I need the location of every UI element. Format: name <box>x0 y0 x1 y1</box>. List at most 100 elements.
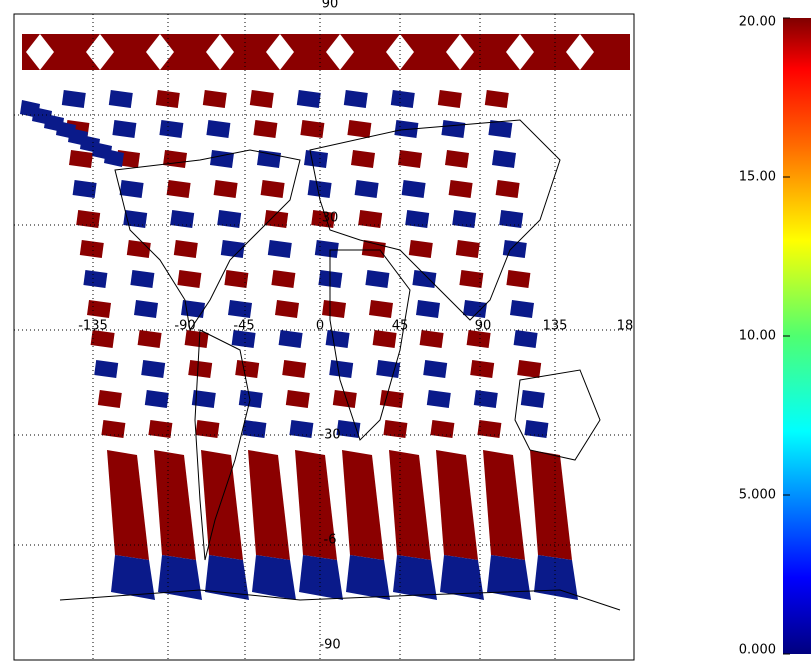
swath-tail <box>530 450 572 560</box>
swath-block <box>144 390 169 408</box>
swath-block <box>300 120 325 138</box>
swath-block <box>369 300 393 318</box>
swath-block <box>492 150 516 168</box>
swath-pole <box>111 555 155 600</box>
swath-block <box>285 390 310 408</box>
swath-block <box>488 120 513 138</box>
swath-block <box>408 240 433 258</box>
swath-block <box>437 90 462 108</box>
swath-block <box>79 240 104 258</box>
lon-label: -45 <box>233 319 254 334</box>
swath-pole <box>158 555 202 600</box>
swath-block <box>495 180 520 198</box>
swath-block <box>220 240 245 258</box>
swath-block <box>343 90 368 108</box>
swath-block <box>430 420 455 438</box>
swath-block <box>69 150 93 168</box>
swath-block <box>314 240 339 258</box>
swath-block <box>401 180 426 198</box>
gap <box>326 34 354 70</box>
swath-block <box>332 390 357 408</box>
swath-block <box>213 180 238 198</box>
swath-block <box>390 90 415 108</box>
colorbar-tick-label: 15.00 <box>739 170 776 185</box>
swath-block <box>347 120 372 138</box>
swath-block <box>94 360 119 378</box>
swath-tail <box>389 450 431 560</box>
swath-block <box>372 330 397 348</box>
gap <box>266 34 294 70</box>
swath-block <box>289 420 314 438</box>
top-label: 90 <box>322 0 339 12</box>
gap <box>566 34 594 70</box>
lat-label: -30 <box>319 428 340 443</box>
swath-block <box>76 210 101 228</box>
swath-block <box>72 180 97 198</box>
swath-block <box>126 240 151 258</box>
lon-label: 0 <box>316 319 324 334</box>
swath-block <box>307 180 332 198</box>
lat-label: 30 <box>322 211 339 226</box>
swath-block <box>470 360 495 378</box>
swath-block <box>463 300 487 318</box>
swath-block <box>329 360 354 378</box>
swath-block <box>296 90 321 108</box>
swath-block <box>322 300 346 318</box>
swath-block <box>173 240 198 258</box>
swath-block <box>235 360 260 378</box>
swath-block <box>104 149 124 167</box>
lon-label: 135 <box>543 319 568 334</box>
swath-block <box>163 150 187 168</box>
swath-block <box>282 360 307 378</box>
swath-block <box>361 240 386 258</box>
swath-block <box>242 420 267 438</box>
swath-block <box>466 330 491 348</box>
swath-tail <box>248 450 290 560</box>
swath-block <box>184 330 209 348</box>
swath-block <box>419 330 444 348</box>
swath-block <box>484 90 509 108</box>
map-frame <box>13 13 635 661</box>
swath-tail <box>107 450 149 560</box>
swath-block <box>325 330 350 348</box>
swath-block <box>101 420 126 438</box>
swath-block <box>238 390 263 408</box>
swath-block <box>365 270 390 288</box>
swath-block <box>159 120 184 138</box>
colorbar-tick-label: 20.00 <box>739 15 776 30</box>
swath-tail <box>342 450 384 560</box>
swath-pole <box>487 555 531 600</box>
swath-block <box>166 180 191 198</box>
swath-block <box>499 210 524 228</box>
swath-tail <box>295 450 337 560</box>
swath-pole <box>252 555 296 600</box>
gap <box>206 34 234 70</box>
swath-block <box>311 210 336 228</box>
swath-block <box>267 240 292 258</box>
map-area <box>14 14 634 660</box>
gap <box>506 34 534 70</box>
swath-block <box>148 420 173 438</box>
swath-block <box>448 180 473 198</box>
swath-block <box>477 420 502 438</box>
swath-block <box>228 300 252 318</box>
swath-pole <box>393 555 437 600</box>
swath-block <box>97 390 122 408</box>
swath-block <box>87 300 111 318</box>
swath-block <box>445 150 469 168</box>
swath-block <box>217 210 242 228</box>
swath-block <box>426 390 451 408</box>
swath-block <box>188 360 213 378</box>
bottom-label: -90 <box>319 638 340 653</box>
swath-block <box>278 330 303 348</box>
swath-block <box>137 330 162 348</box>
lon-label: 18 <box>617 319 634 334</box>
swath-block <box>260 180 285 198</box>
swath-block <box>134 300 158 318</box>
swath-block <box>177 270 202 288</box>
swath-block <box>206 120 231 138</box>
swath-pole <box>299 555 343 600</box>
swath-block <box>416 300 440 318</box>
